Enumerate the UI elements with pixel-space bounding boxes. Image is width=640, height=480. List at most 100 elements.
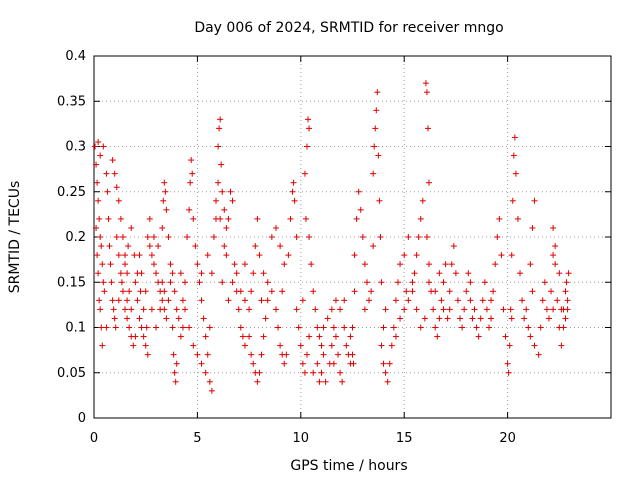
data-point xyxy=(506,342,513,349)
data-point xyxy=(539,297,546,304)
data-point xyxy=(405,234,412,240)
data-point xyxy=(409,279,416,286)
data-point xyxy=(283,351,290,358)
x-axis: 0 5 10 15 20 xyxy=(90,56,516,446)
data-point xyxy=(347,333,354,340)
data-point xyxy=(272,224,279,231)
data-point xyxy=(320,351,327,358)
data-point xyxy=(471,306,478,313)
data-point xyxy=(560,324,567,331)
data-point xyxy=(521,315,528,322)
data-point xyxy=(511,134,518,141)
data-point xyxy=(353,215,360,222)
data-point xyxy=(99,342,106,349)
data-point xyxy=(188,157,195,164)
data-point xyxy=(467,297,474,304)
data-point xyxy=(366,297,373,304)
data-point xyxy=(403,288,410,295)
data-point xyxy=(304,143,311,150)
data-point xyxy=(339,378,346,385)
data-point xyxy=(124,297,131,304)
data-point xyxy=(392,297,399,304)
data-point xyxy=(122,252,129,259)
data-point xyxy=(529,288,536,295)
data-point xyxy=(237,288,244,295)
data-point xyxy=(115,252,122,259)
data-point xyxy=(111,170,118,177)
x-tick-label: 5 xyxy=(193,431,201,446)
data-point xyxy=(225,297,232,304)
data-point xyxy=(341,297,348,304)
data-point xyxy=(490,288,497,295)
data-point xyxy=(254,215,261,222)
data-point xyxy=(221,206,228,213)
data-point xyxy=(529,224,536,231)
grid xyxy=(94,56,611,418)
data-point xyxy=(507,306,514,313)
data-point xyxy=(92,143,99,150)
data-point xyxy=(302,215,309,222)
data-point xyxy=(488,315,495,322)
data-point xyxy=(126,324,133,331)
data-point xyxy=(172,378,179,385)
data-point xyxy=(153,270,160,277)
data-point xyxy=(146,215,153,222)
data-point xyxy=(337,306,344,313)
y-tick-label: 0.35 xyxy=(57,94,86,109)
data-point xyxy=(124,315,131,322)
data-point xyxy=(206,324,213,331)
data-point xyxy=(392,333,399,340)
data-point xyxy=(95,270,102,277)
data-point xyxy=(275,324,282,331)
data-point xyxy=(122,306,129,313)
data-point xyxy=(103,170,110,177)
data-point xyxy=(124,270,131,277)
data-point xyxy=(161,179,168,186)
data-point xyxy=(432,288,439,295)
data-point xyxy=(223,224,230,231)
data-point xyxy=(351,252,358,259)
data-point xyxy=(179,297,186,304)
data-point xyxy=(306,234,313,240)
data-point xyxy=(173,306,180,313)
data-point xyxy=(376,197,383,204)
data-point xyxy=(565,270,572,277)
data-point xyxy=(97,152,104,159)
data-point xyxy=(260,270,267,277)
data-point xyxy=(481,279,488,286)
data-point xyxy=(430,306,437,313)
data-point xyxy=(550,224,557,231)
data-point xyxy=(138,324,145,331)
data-point xyxy=(104,188,111,195)
data-point xyxy=(310,369,317,376)
data-point xyxy=(440,279,447,286)
data-point xyxy=(401,252,408,259)
data-point xyxy=(316,333,323,340)
data-point xyxy=(130,342,137,349)
data-point xyxy=(556,270,563,277)
data-point xyxy=(109,157,116,164)
data-point xyxy=(510,152,517,159)
data-point xyxy=(99,261,106,268)
data-point xyxy=(330,324,337,331)
data-point xyxy=(140,333,147,340)
data-point xyxy=(179,324,186,331)
data-point xyxy=(136,252,143,259)
data-point xyxy=(169,324,176,331)
data-point xyxy=(216,125,223,132)
data-point xyxy=(314,324,321,331)
data-point xyxy=(405,297,412,304)
data-point xyxy=(142,342,149,349)
data-point xyxy=(202,333,209,340)
data-point xyxy=(258,297,265,304)
data-point xyxy=(204,252,211,259)
data-point xyxy=(235,306,242,313)
data-point xyxy=(246,333,253,340)
data-point xyxy=(227,188,234,195)
data-point xyxy=(97,234,104,240)
data-point xyxy=(320,324,327,331)
data-point xyxy=(169,270,176,277)
data-point xyxy=(128,306,135,313)
data-point xyxy=(218,161,225,168)
data-point xyxy=(254,378,261,385)
